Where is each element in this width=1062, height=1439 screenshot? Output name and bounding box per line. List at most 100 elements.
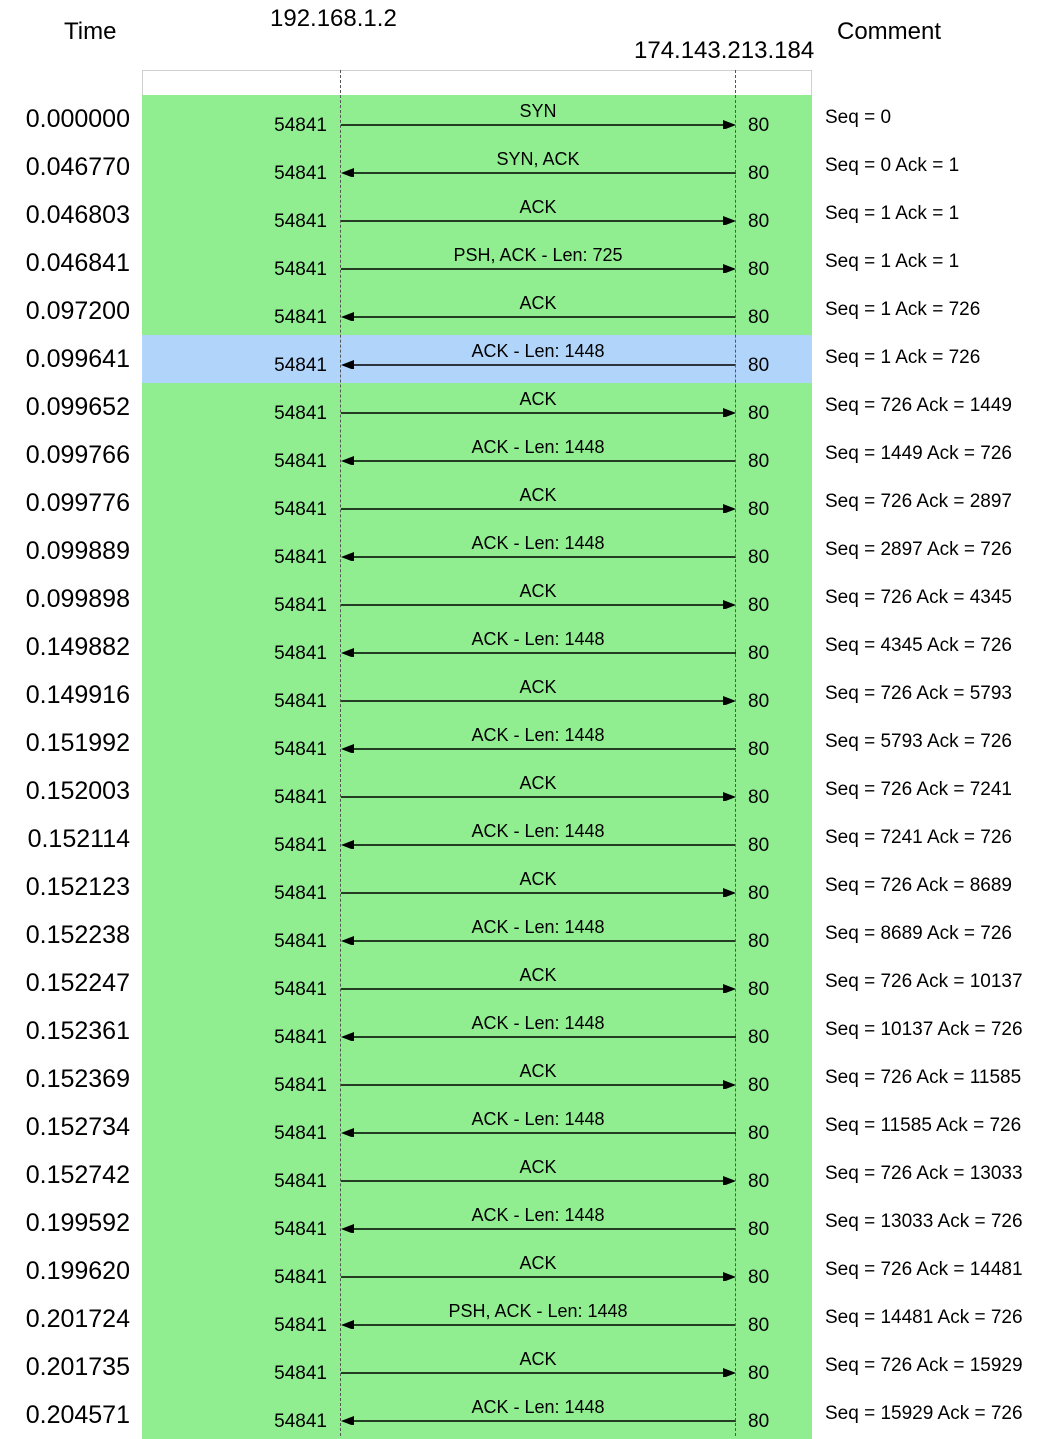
packet-comment: Seq = 10137 Ack = 726	[825, 1019, 1023, 1040]
comment-column-header: Comment	[837, 18, 942, 45]
destination-port: 80	[748, 403, 770, 424]
source-port: 54841	[274, 1363, 327, 1384]
arrow-left-icon	[341, 648, 736, 657]
flow-row[interactable]: 0.152734 54841 80 ACK - Len: 1448 Seq = 1158…	[0, 1103, 1062, 1151]
source-port: 54841	[274, 115, 327, 136]
arrow-left-icon	[341, 456, 736, 465]
arrow-left-icon	[341, 1032, 736, 1041]
flow-row[interactable]: 0.199592 54841 80 ACK - Len: 1448 Seq = 1303…	[0, 1199, 1062, 1247]
source-port: 54841	[274, 307, 327, 328]
destination-port: 80	[748, 787, 770, 808]
destination-port: 80	[748, 1219, 770, 1240]
packet-comment: Seq = 726 Ack = 13033	[825, 1163, 1023, 1184]
flow-row[interactable]: 0.000000 54841 80 SYN Seq = 0	[0, 95, 1062, 143]
packet-flags-label: ACK - Len: 1448	[471, 917, 605, 937]
flow-row[interactable]: 0.149916 54841 80 ACK Seq = 726 Ack = 5793	[0, 671, 1062, 719]
destination-port: 80	[748, 931, 770, 952]
packet-flags-label: ACK	[519, 581, 557, 601]
arrow-right-icon	[341, 216, 736, 225]
destination-port: 80	[748, 451, 770, 472]
destination-port: 80	[748, 1027, 770, 1048]
flow-row[interactable]: 0.151992 54841 80 ACK - Len: 1448 Seq = 5793…	[0, 719, 1062, 767]
packet-flags-label: ACK - Len: 1448	[471, 629, 605, 649]
packet-flags-label: ACK - Len: 1448	[471, 533, 605, 553]
flow-row[interactable]: 0.099898 54841 80 ACK Seq = 726 Ack = 4345	[0, 575, 1062, 623]
packet-time: 0.149882	[25, 633, 130, 661]
flow-row[interactable]: 0.149882 54841 80 ACK - Len: 1448 Seq = 4345…	[0, 623, 1062, 671]
flow-row[interactable]: 0.152369 54841 80 ACK Seq = 726 Ack = 11585	[0, 1055, 1062, 1103]
packet-flags-label: ACK - Len: 1448	[471, 437, 605, 457]
source-port: 54841	[274, 499, 327, 520]
destination-port: 80	[748, 643, 770, 664]
flow-row[interactable]: 0.099776 54841 80 ACK Seq = 726 Ack = 2897	[0, 479, 1062, 527]
source-port: 54841	[274, 1123, 327, 1144]
flow-row[interactable]: 0.097200 54841 80 ACK Seq = 1 Ack = 726	[0, 287, 1062, 335]
source-port: 54841	[274, 451, 327, 472]
flow-row[interactable]: 0.046770 54841 80 SYN, ACK Seq = 0 Ack = 1	[0, 143, 1062, 191]
row-highlight	[142, 1247, 812, 1295]
destination-port: 80	[748, 979, 770, 1000]
flow-row[interactable]: 0.199620 54841 80 ACK Seq = 726 Ack = 14481	[0, 1247, 1062, 1295]
flow-row[interactable]: 0.152238 54841 80 ACK - Len: 1448 Seq = 8689…	[0, 911, 1062, 959]
packet-comment: Seq = 726 Ack = 1449	[825, 395, 1012, 416]
packet-flags-label: ACK - Len: 1448	[471, 821, 605, 841]
source-port: 54841	[274, 979, 327, 1000]
packet-comment: Seq = 5793 Ack = 726	[825, 731, 1012, 752]
flow-row-selected[interactable]: 0.099641 54841 80 ACK - Len: 1448 Seq = 1 Ac…	[0, 335, 1062, 383]
packet-flags-label: ACK	[519, 965, 557, 985]
flow-row[interactable]: 0.152003 54841 80 ACK Seq = 726 Ack = 7241	[0, 767, 1062, 815]
destination-port: 80	[748, 1267, 770, 1288]
flow-row[interactable]: 0.046803 54841 80 ACK Seq = 1 Ack = 1	[0, 191, 1062, 239]
row-highlight	[142, 1295, 812, 1343]
packet-flags-label: ACK - Len: 1448	[471, 1013, 605, 1033]
packet-comment: Seq = 726 Ack = 8689	[825, 875, 1012, 896]
packet-comment: Seq = 8689 Ack = 726	[825, 923, 1012, 944]
row-highlight	[142, 479, 812, 527]
row-highlight	[142, 239, 812, 287]
row-highlight	[142, 1103, 812, 1151]
row-highlight	[142, 1007, 812, 1055]
destination-port: 80	[748, 499, 770, 520]
row-highlight	[142, 143, 812, 191]
source-port: 54841	[274, 1075, 327, 1096]
row-highlight	[142, 95, 812, 143]
source-port: 54841	[274, 211, 327, 232]
flow-row[interactable]: 0.099889 54841 80 ACK - Len: 1448 Seq = 2897…	[0, 527, 1062, 575]
flow-row[interactable]: 0.201724 54841 80 PSH, ACK - Len: 1448 Seq =…	[0, 1295, 1062, 1343]
packet-comment: Seq = 11585 Ack = 726	[825, 1115, 1022, 1136]
packet-comment: Seq = 15929 Ack = 726	[825, 1403, 1023, 1424]
flow-row[interactable]: 0.152114 54841 80 ACK - Len: 1448 Seq = 7241…	[0, 815, 1062, 863]
packet-time: 0.199592	[25, 1209, 130, 1237]
flow-row[interactable]: 0.099766 54841 80 ACK - Len: 1448 Seq = 1449…	[0, 431, 1062, 479]
source-port: 54841	[274, 1267, 327, 1288]
packet-flags-label: SYN, ACK	[496, 149, 580, 169]
arrow-right-icon	[341, 120, 736, 129]
arrow-right-icon	[341, 984, 736, 993]
packet-comment: Seq = 726 Ack = 10137	[825, 971, 1023, 992]
row-highlight	[142, 815, 812, 863]
packet-comment: Seq = 726 Ack = 11585	[825, 1067, 1022, 1088]
destination-port: 80	[748, 883, 770, 904]
destination-port: 80	[748, 259, 770, 280]
packet-comment: Seq = 1 Ack = 726	[825, 299, 981, 320]
packet-time: 0.151992	[25, 729, 130, 757]
arrow-left-icon	[341, 840, 736, 849]
flow-row[interactable]: 0.201735 54841 80 ACK Seq = 726 Ack = 15929	[0, 1343, 1062, 1391]
packet-comment: Seq = 2897 Ack = 726	[825, 539, 1012, 560]
row-highlight	[142, 1199, 812, 1247]
packet-time: 0.099776	[25, 489, 130, 517]
flow-row[interactable]: 0.204571 54841 80 ACK - Len: 1448 Seq = 1592…	[0, 1391, 1062, 1439]
packet-comment: Seq = 726 Ack = 2897	[825, 491, 1012, 512]
flow-row[interactable]: 0.152247 54841 80 ACK Seq = 726 Ack = 10137	[0, 959, 1062, 1007]
flow-row[interactable]: 0.152361 54841 80 ACK - Len: 1448 Seq = 1013…	[0, 1007, 1062, 1055]
packet-comment: Seq = 4345 Ack = 726	[825, 635, 1012, 656]
packet-flags-label: PSH, ACK - Len: 725	[453, 245, 623, 265]
right-host-header: 174.143.213.184	[634, 37, 815, 64]
flow-row[interactable]: 0.152123 54841 80 ACK Seq = 726 Ack = 8689	[0, 863, 1062, 911]
flow-row[interactable]: 0.152742 54841 80 ACK Seq = 726 Ack = 13033	[0, 1151, 1062, 1199]
arrow-left-icon	[341, 168, 736, 177]
flow-row[interactable]: 0.099652 54841 80 ACK Seq = 726 Ack = 1449	[0, 383, 1062, 431]
row-highlight	[142, 767, 812, 815]
flow-row[interactable]: 0.046841 54841 80 PSH, ACK - Len: 725 Seq = …	[0, 239, 1062, 287]
destination-port: 80	[748, 739, 770, 760]
